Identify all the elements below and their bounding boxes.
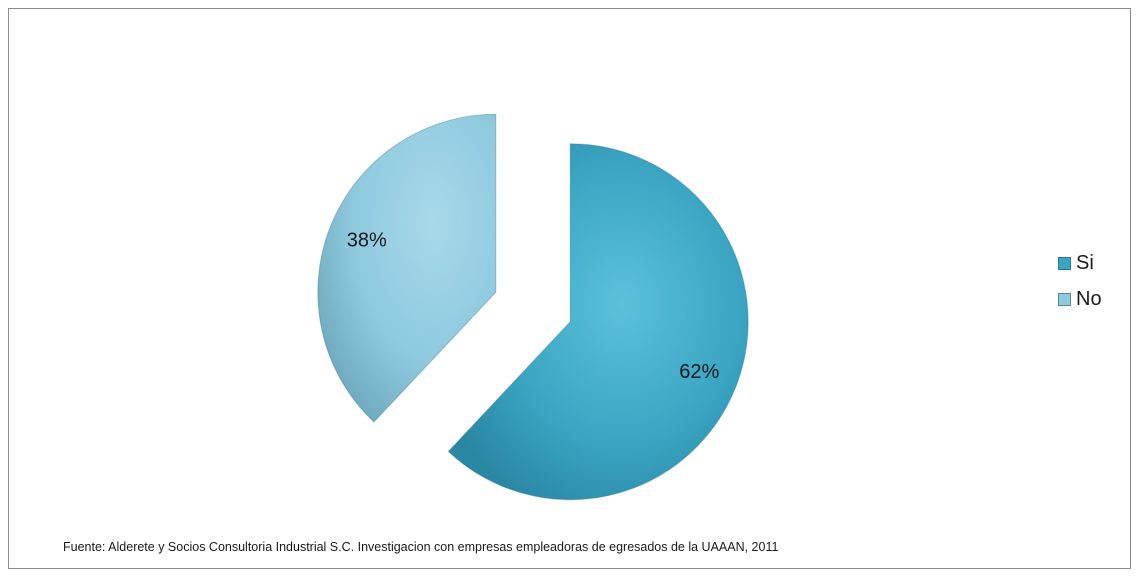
pie-slice-si xyxy=(447,143,749,501)
legend-label-no: No xyxy=(1076,288,1102,310)
legend: Si No xyxy=(1058,252,1102,324)
source-note: Fuente: Alderete y Socios Consultoria In… xyxy=(63,540,779,554)
legend-item-si: Si xyxy=(1058,252,1102,274)
legend-item-no: No xyxy=(1058,288,1102,310)
data-label-si: 62% xyxy=(679,361,719,383)
pie-slice-no xyxy=(317,113,497,423)
legend-swatch-no xyxy=(1058,292,1071,306)
legend-label-si: Si xyxy=(1076,252,1094,274)
legend-swatch-si xyxy=(1058,256,1071,270)
data-label-no: 38% xyxy=(347,229,387,251)
